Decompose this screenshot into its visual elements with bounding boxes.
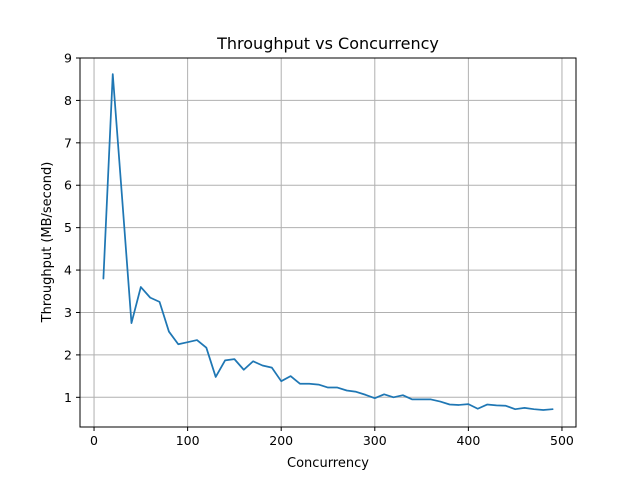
y-tick-label: 4 [64,263,72,278]
y-tick-label: 6 [64,178,72,193]
x-tick-label: 0 [90,433,98,448]
y-tick-label: 3 [64,305,72,320]
x-tick-label: 400 [456,433,480,448]
grid [80,57,576,427]
y-axis-ticks: 1 2 3 4 5 6 7 8 9 [64,51,80,405]
y-tick-label: 7 [64,135,72,150]
y-tick-label: 9 [64,51,72,66]
throughput-series-line [102,73,554,411]
x-tick-label: 100 [176,433,200,448]
chart-title: Throughput vs Concurrency [216,34,439,53]
y-tick-label: 2 [64,347,72,362]
x-axis-ticks: 0 100 200 300 400 500 [90,427,574,448]
x-axis-label: Concurrency [287,456,369,471]
series-layer [102,73,554,411]
y-axis-label: Throughput (MB/second) [40,162,55,324]
x-tick-label: 500 [550,433,574,448]
x-tick-label: 300 [363,433,387,448]
x-tick-label: 200 [269,433,293,448]
y-tick-label: 8 [64,93,72,108]
y-tick-label: 1 [64,390,72,405]
plot-frame [79,57,577,428]
y-tick-label: 5 [64,220,72,235]
